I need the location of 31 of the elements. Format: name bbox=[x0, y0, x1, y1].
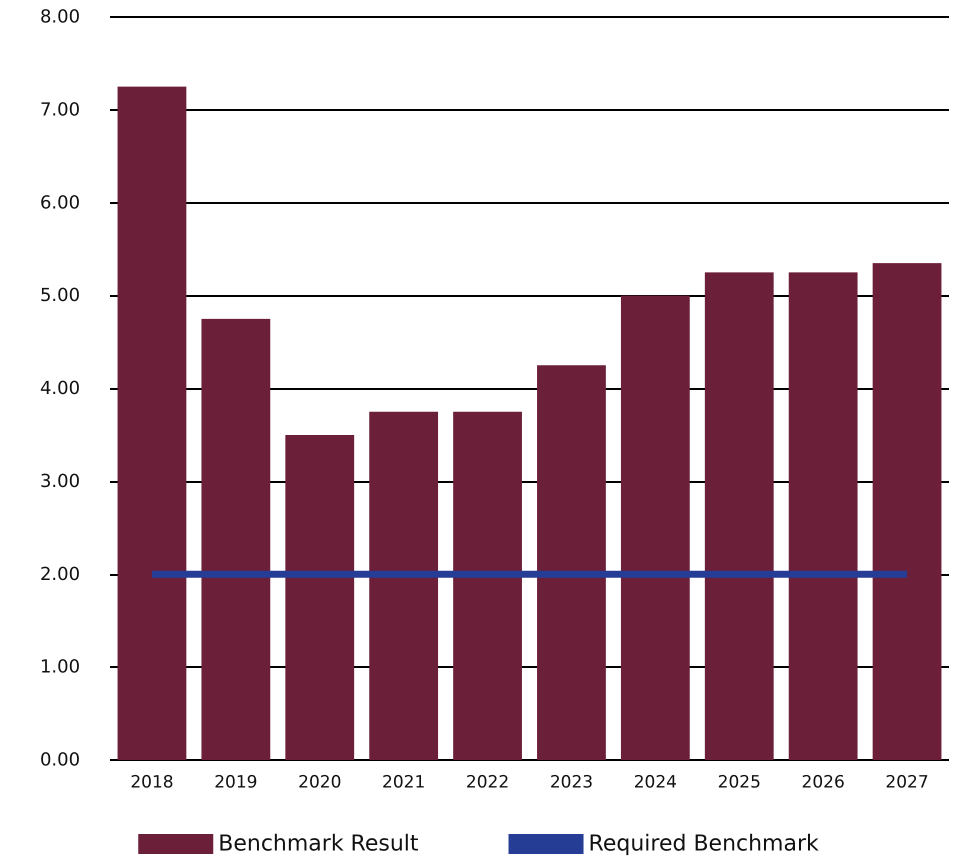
bar bbox=[369, 412, 438, 760]
x-tick-label: 2024 bbox=[634, 772, 677, 792]
bar bbox=[537, 365, 606, 760]
y-tick-label: 2.00 bbox=[40, 564, 80, 585]
y-tick-label: 0.00 bbox=[40, 750, 80, 770]
x-tick-label: 2021 bbox=[382, 772, 426, 792]
y-tick-label: 8.00 bbox=[40, 6, 80, 28]
x-tick-label: 2018 bbox=[130, 772, 174, 792]
x-tick-label: 2019 bbox=[214, 772, 258, 792]
legend-label: Required Benchmark bbox=[588, 832, 820, 856]
x-tick-label: 2026 bbox=[802, 772, 845, 792]
x-tick-label: 2022 bbox=[466, 772, 510, 792]
y-tick-label: 7.00 bbox=[40, 99, 80, 120]
y-tick-label: 1.00 bbox=[40, 656, 80, 678]
y-tick-label: 3.00 bbox=[40, 470, 80, 492]
bar bbox=[201, 318, 270, 760]
x-tick-label: 2023 bbox=[550, 772, 594, 792]
legend-label: Benchmark Result bbox=[218, 832, 419, 856]
bar bbox=[872, 263, 942, 760]
bar bbox=[285, 434, 354, 760]
bar bbox=[704, 272, 774, 760]
bar bbox=[620, 296, 690, 760]
bar bbox=[118, 86, 186, 760]
bar bbox=[453, 412, 522, 760]
x-tick-label: 2025 bbox=[718, 772, 761, 792]
x-tick-label: 2027 bbox=[885, 772, 929, 792]
bar bbox=[788, 272, 858, 760]
y-tick-label: 4.00 bbox=[40, 378, 80, 399]
y-tick-label: 6.00 bbox=[40, 192, 80, 214]
y-tick-label: 5.00 bbox=[40, 285, 80, 306]
x-tick-label: 2020 bbox=[298, 772, 342, 792]
